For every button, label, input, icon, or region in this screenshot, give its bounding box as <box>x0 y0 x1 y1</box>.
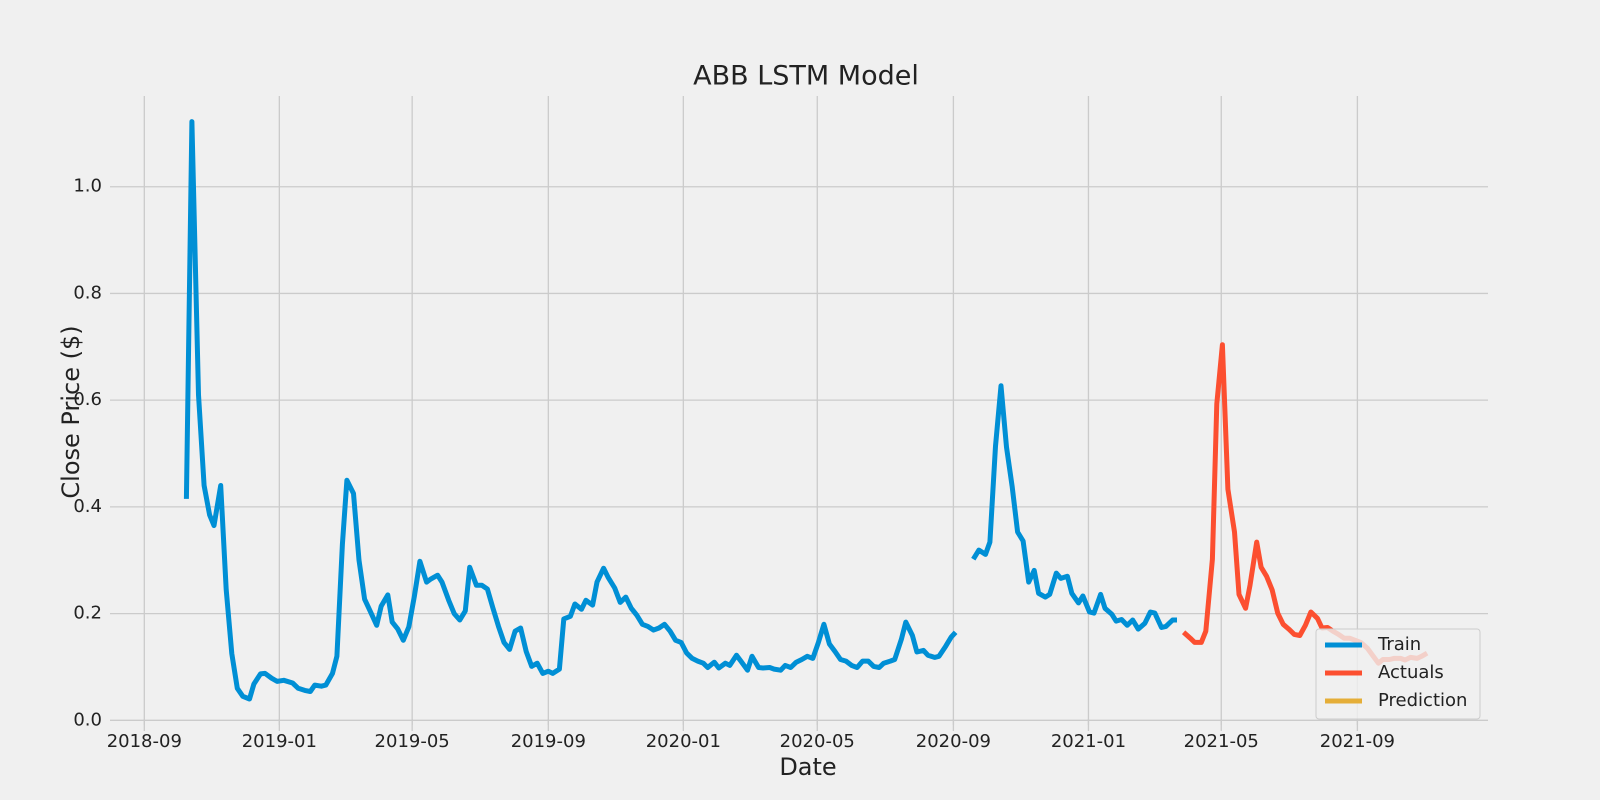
series-line <box>183 119 1177 702</box>
x-tick-label: 2019-09 <box>511 731 586 752</box>
y-tick-label: 0.4 <box>73 496 102 517</box>
y-tick-label: 0.2 <box>73 603 102 624</box>
y-tick-label: 0.0 <box>73 709 102 730</box>
legend-box <box>1315 628 1481 720</box>
x-axis-label: Date <box>779 753 836 781</box>
x-tick-label: 2020-09 <box>916 731 991 752</box>
y-tick-label: 0.8 <box>73 282 102 303</box>
y-axis-label: Close Price ($) <box>57 325 85 498</box>
grid <box>110 96 1488 731</box>
y-tick-label: 1.0 <box>73 176 102 197</box>
chart-title: ABB LSTM Model <box>693 61 919 92</box>
x-tick-label: 2021-09 <box>1320 731 1395 752</box>
legend-label: Prediction <box>1378 690 1467 711</box>
legend: Train Actuals Prediction <box>1315 628 1481 720</box>
x-tick-label: 2019-05 <box>375 731 450 752</box>
x-tick-label: 2019-01 <box>242 731 317 752</box>
legend-label: Train <box>1377 634 1421 655</box>
x-tick-label: 2020-01 <box>646 731 721 752</box>
x-tick-label: 2021-05 <box>1184 731 1259 752</box>
x-tick-label: 2018-09 <box>107 731 182 752</box>
legend-label: Actuals <box>1378 662 1444 683</box>
x-tick-label: 2020-05 <box>780 731 855 752</box>
x-tick-label: 2021-01 <box>1051 731 1126 752</box>
y-tick-label: 0.6 <box>73 389 102 410</box>
